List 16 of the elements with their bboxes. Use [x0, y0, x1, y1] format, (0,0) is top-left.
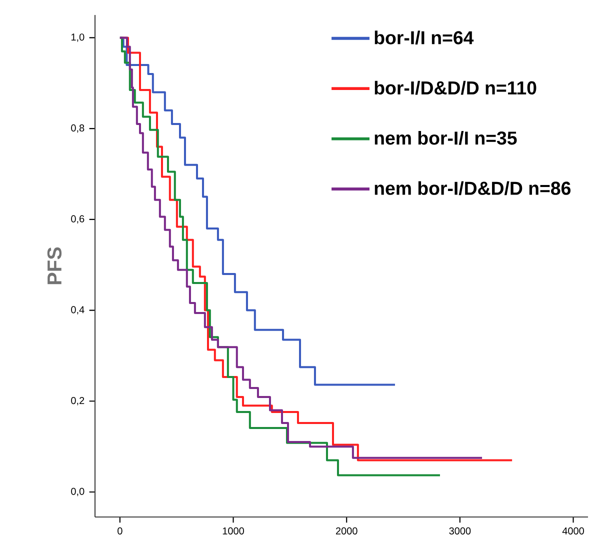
legend-label: bor-I/D&D/D n=110 — [374, 80, 536, 95]
y-axis-title: PFS — [47, 247, 62, 284]
x-tick-label: 1000 — [222, 527, 244, 534]
x-tick-label: 2000 — [336, 527, 358, 534]
x-tick-label: 0 — [118, 527, 122, 534]
y-tick-label: 0,8 — [71, 124, 84, 133]
y-tick-label: 0,4 — [71, 306, 84, 314]
x-tick-label: 3000 — [449, 527, 471, 534]
y-tick-label: 0,2 — [71, 397, 84, 406]
y-tick-label: 1,0 — [71, 34, 84, 42]
legend-label: nem bor-I/D&D/D n=86 — [374, 181, 571, 196]
y-tick-label: 0,6 — [71, 215, 84, 224]
x-tick-label: 4000 — [562, 527, 584, 534]
legend-label: nem bor-I/I n=35 — [374, 131, 517, 145]
y-tick-label: 0,0 — [71, 488, 84, 496]
legend-label: bor-I/I n=64 — [374, 30, 474, 45]
